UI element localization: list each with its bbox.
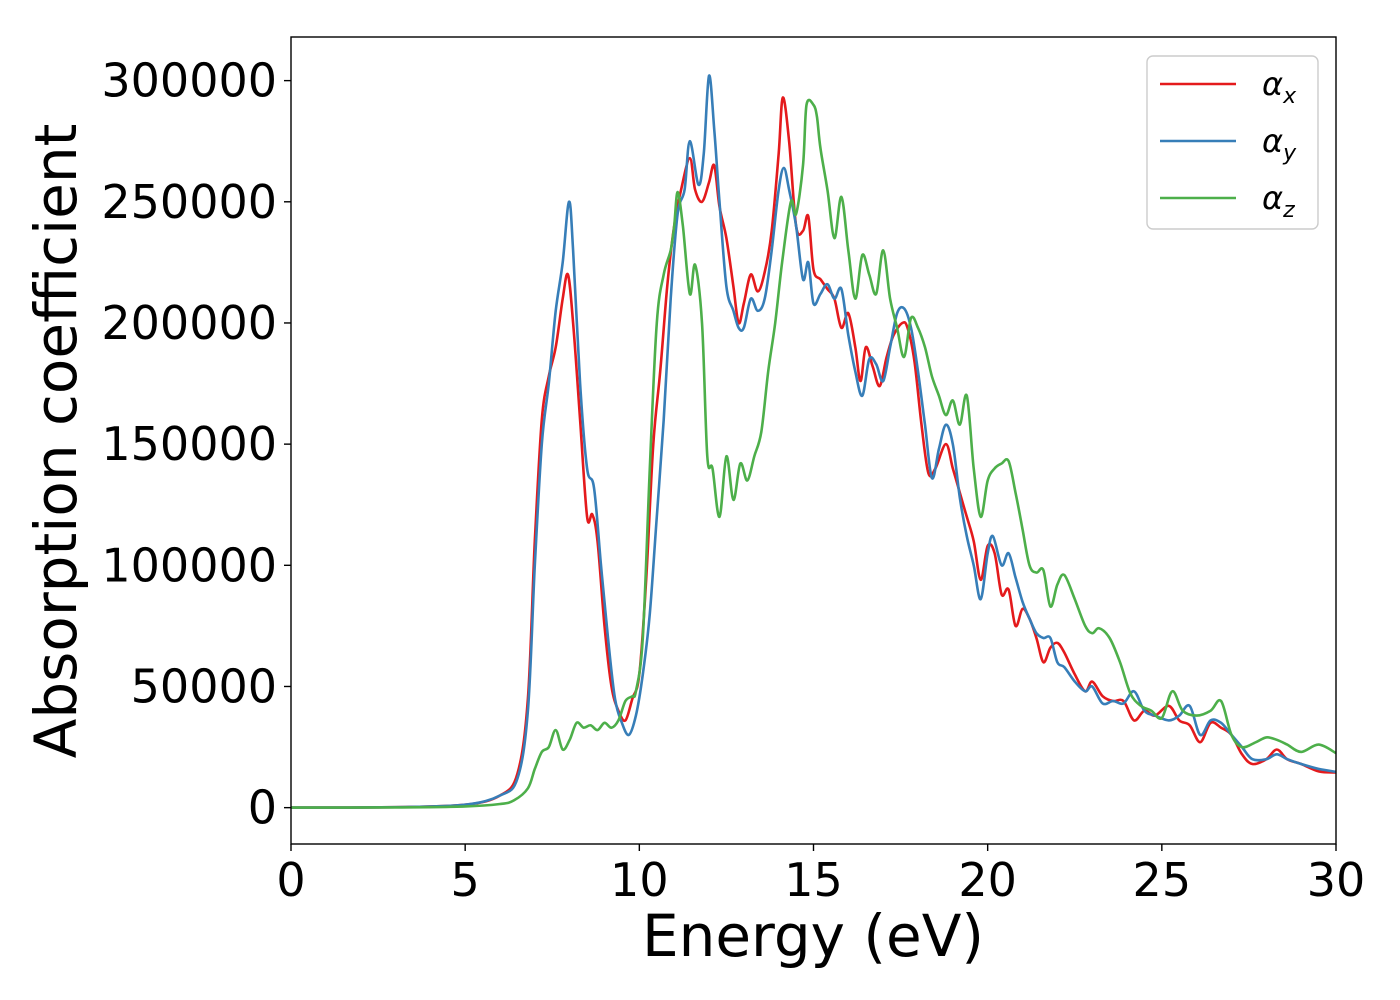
legend-box	[1146, 55, 1319, 230]
legend-symbol: α	[1262, 65, 1283, 103]
x-tick-label: 10	[610, 853, 669, 907]
x-tick-label: 25	[1133, 853, 1192, 907]
legend-symbol: α	[1262, 179, 1283, 217]
y-tick-label: 100000	[101, 538, 277, 592]
y-tick-label: 200000	[101, 296, 277, 350]
y-tick-label: 250000	[101, 175, 277, 229]
x-tick-label: 0	[276, 853, 305, 907]
legend-subscript: y	[1282, 141, 1297, 166]
y-tick-label: 150000	[101, 417, 277, 471]
series-layer	[291, 74, 1336, 809]
legend-subscript: x	[1282, 84, 1297, 109]
x-axis-title: Energy (eV)	[642, 902, 984, 970]
y-tick-label: 50000	[131, 659, 277, 713]
legend-label-z: αz	[1262, 179, 1295, 223]
y-tick-label: 0	[248, 781, 277, 835]
legend-symbol: α	[1262, 122, 1283, 160]
y-axis: 0 50000 100000 150000 200000 250000 300000	[101, 54, 291, 835]
y-axis-title: Absorption coefficient	[22, 124, 90, 759]
x-tick-label: 15	[784, 853, 843, 907]
x-axis: 0 5 10 15 20 25 30	[276, 844, 1365, 907]
y-tick-label: 300000	[101, 54, 277, 108]
x-tick-label: 5	[451, 853, 480, 907]
series-line-z	[291, 98, 1336, 809]
legend-label-x: αx	[1262, 65, 1297, 109]
legend-label-y: αy	[1262, 122, 1297, 166]
x-tick-label: 30	[1307, 853, 1366, 907]
legend-subscript: z	[1282, 198, 1295, 223]
series-line-y	[291, 74, 1336, 809]
x-tick-label: 20	[958, 853, 1017, 907]
